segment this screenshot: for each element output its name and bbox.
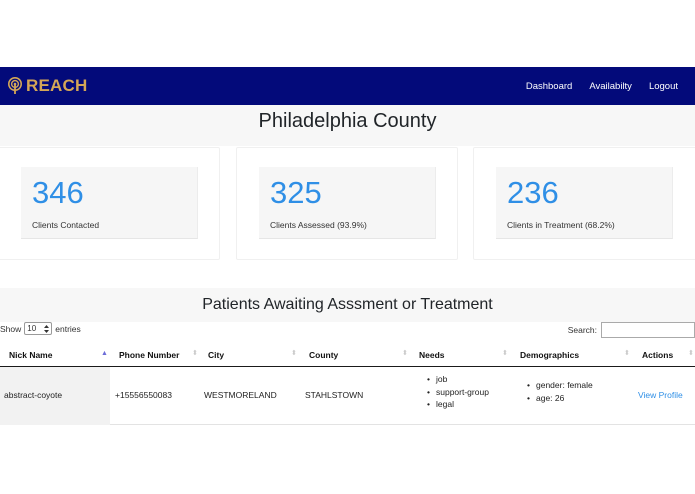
column-header-county[interactable]: County: [309, 350, 339, 360]
needs-item: job: [426, 373, 489, 386]
page-title: Philadelphia County: [258, 110, 437, 132]
nav-links: Dashboard Availabilty Logout: [509, 67, 678, 105]
demographics-item: age: 26: [526, 392, 593, 405]
column-header-actions[interactable]: Actions: [642, 350, 674, 360]
show-label: Show: [0, 323, 22, 334]
sort-ascending-icon[interactable]: ▲: [101, 350, 108, 357]
column-header-demographics[interactable]: Demographics: [520, 350, 580, 360]
entries-length-control: Show 10 entries: [0, 322, 81, 335]
nav-dashboard-link[interactable]: Dashboard: [525, 80, 573, 92]
view-profile-link[interactable]: View Profile: [638, 390, 683, 400]
table-search: Search:: [568, 322, 695, 338]
column-header-needs[interactable]: Needs: [419, 350, 445, 360]
cell-phone-number: +15556550083: [115, 390, 172, 400]
entries-select[interactable]: 10: [24, 322, 53, 335]
stat-value: 325: [270, 175, 322, 210]
search-input[interactable]: [601, 322, 695, 338]
sort-icon[interactable]: ⬍: [291, 350, 297, 357]
table-title: Patients Awaiting Asssment or Treatment: [202, 296, 493, 313]
stat-card-contacted: 346 Clients Contacted: [21, 167, 198, 239]
cell-county: STAHLSTOWN: [305, 390, 364, 400]
column-header-phone-number[interactable]: Phone Number: [119, 350, 180, 360]
nav-logout-link[interactable]: Logout: [648, 80, 678, 92]
search-label: Search:: [567, 325, 597, 335]
column-header-nick-name[interactable]: Nick Name: [9, 350, 53, 360]
sorted-column-highlight: [0, 367, 110, 425]
entries-select-value: 10: [27, 324, 37, 333]
entries-label: entries: [55, 323, 81, 334]
needs-item: legal: [426, 398, 489, 411]
sort-icon[interactable]: ⬍: [688, 350, 694, 357]
table-row: abstract-coyote +15556550083 WESTMORELAN…: [0, 367, 695, 425]
cell-city: WESTMORELAND: [204, 390, 277, 400]
stat-label: Clients Contacted: [32, 220, 100, 230]
sort-icon[interactable]: ⬍: [502, 350, 508, 357]
nav-availability-link[interactable]: Availabilty: [589, 80, 632, 92]
broadcast-pin-icon: [8, 77, 22, 94]
cell-demographics-list: gender: female age: 26: [526, 379, 593, 404]
demographics-item: gender: female: [526, 379, 593, 392]
column-header-city[interactable]: City: [208, 350, 225, 360]
brand-name: REACH: [26, 76, 88, 95]
cell-needs-list: job support-group legal: [426, 373, 489, 411]
stat-value: 236: [507, 175, 559, 210]
table-header-band: [0, 288, 695, 322]
stat-card-assessed: 325 Clients Assessed (93.9%): [259, 167, 436, 239]
county-header-band: [0, 105, 695, 146]
select-updown-icon: [44, 324, 50, 333]
section-divider: [0, 264, 695, 288]
stat-card-treatment: 236 Clients in Treatment (68.2%): [496, 167, 673, 239]
stat-label: Clients Assessed (93.9%): [270, 220, 367, 230]
top-navbar: REACH Dashboard Availabilty Logout: [0, 67, 695, 105]
brand-logo[interactable]: REACH: [7, 75, 87, 97]
sort-icon[interactable]: ⬍: [192, 350, 198, 357]
stat-value: 346: [32, 175, 84, 210]
sort-icon[interactable]: ⬍: [624, 350, 630, 357]
stat-label: Clients in Treatment (68.2%): [507, 220, 615, 230]
sort-icon[interactable]: ⬍: [402, 350, 408, 357]
table-header-row: Nick Name ▲ Phone Number ⬍ City ⬍ County…: [0, 345, 695, 367]
needs-item: support-group: [426, 386, 489, 399]
cell-nick-name: abstract-coyote: [4, 390, 63, 400]
